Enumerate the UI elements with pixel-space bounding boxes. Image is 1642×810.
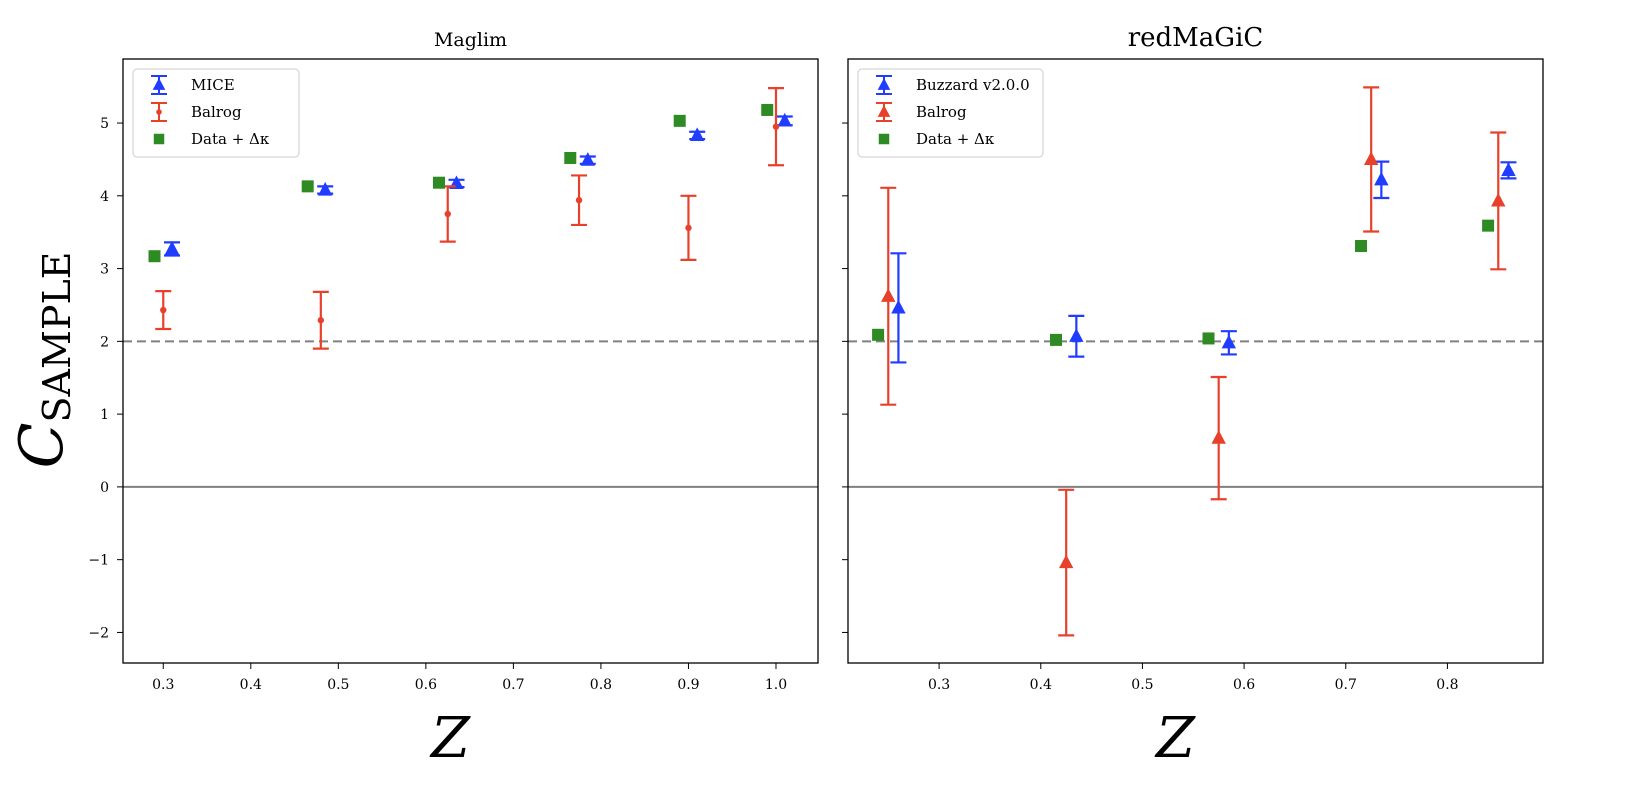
legend-marker <box>878 133 890 145</box>
data-point <box>432 176 445 189</box>
data-point <box>772 123 780 130</box>
y-tick-label: 1 <box>100 407 109 423</box>
data-point <box>872 328 885 341</box>
legend-box <box>132 68 300 158</box>
series-buzzard-v2-0-0 <box>890 160 1517 364</box>
x-axis-label: Z <box>1154 706 1196 771</box>
data-point <box>891 299 906 314</box>
data-point <box>317 181 333 196</box>
data-point <box>148 250 161 263</box>
legend-marker <box>877 105 891 117</box>
x-tick-label: 0.8 <box>1436 677 1458 693</box>
y-tick-label: 5 <box>100 116 109 132</box>
data-point <box>1363 151 1379 166</box>
x-tick-label: 0.3 <box>152 677 174 693</box>
x-axis-label: Z <box>429 706 471 771</box>
series-balrog <box>880 86 1507 637</box>
data-point <box>881 288 896 302</box>
x-tick-label: 0.5 <box>1131 677 1153 693</box>
x-tick-label: 0.7 <box>1335 677 1357 693</box>
data-point <box>580 152 595 166</box>
legend-marker <box>153 133 165 145</box>
x-tick-label: 0.4 <box>1030 677 1052 693</box>
legend-marker <box>156 109 162 115</box>
data-point <box>564 151 577 164</box>
panel-redmagic: redMaGiC Z 0.3 0.4 0.5 0.6 0.7 0.8 Buzzard v2.0.… <box>842 23 1544 771</box>
x-tick-label: 0.6 <box>415 677 437 693</box>
data-point <box>690 127 705 142</box>
data-point <box>1501 162 1516 176</box>
data-point <box>575 196 583 204</box>
panel-title: redMaGiC <box>1128 23 1264 53</box>
data-point <box>444 210 451 218</box>
series-data- <box>872 219 1495 346</box>
legend-marker <box>877 78 891 90</box>
legend: Buzzard v2.0.0 Balrog Data + Δκ <box>857 68 1044 158</box>
legend-box <box>857 68 1044 158</box>
y-axis-label-subscript: SAMPLE <box>35 252 79 423</box>
x-tick-label: 0.8 <box>590 677 612 693</box>
y-tick-label: 4 <box>100 189 109 205</box>
data-point <box>164 240 180 255</box>
series-balrog <box>155 87 784 350</box>
data-point <box>1482 219 1495 232</box>
legend-label: Balrog <box>191 103 242 121</box>
x-tick-label: 0.9 <box>677 677 699 693</box>
data-point <box>673 114 686 127</box>
x-tick-label: 0.4 <box>240 677 262 693</box>
legend-label: MICE <box>191 76 235 94</box>
axes-frame <box>847 58 1544 664</box>
data-point <box>1050 333 1063 346</box>
data-point <box>301 180 314 193</box>
y-tick-label: 0 <box>100 480 109 496</box>
x-tick-label: 1.0 <box>765 677 787 693</box>
data-point <box>160 306 167 314</box>
legend-label: Data + Δκ <box>191 130 270 148</box>
data-point <box>777 112 792 127</box>
x-tick-label: 0.6 <box>1233 677 1255 693</box>
data-point <box>317 317 325 324</box>
legend-label: Buzzard v2.0.0 <box>916 76 1030 94</box>
data-point <box>1069 328 1084 342</box>
axes-frame <box>122 58 819 664</box>
x-tick-label: 0.7 <box>502 677 524 693</box>
data-point <box>1374 171 1389 186</box>
x-tick-label: 0.5 <box>327 677 349 693</box>
data-point <box>685 224 692 232</box>
data-point <box>1355 240 1368 253</box>
y-tick-label: −1 <box>88 553 109 569</box>
legend-marker <box>152 78 166 90</box>
panel-title: Maglim <box>434 29 507 51</box>
series-mice <box>164 112 793 257</box>
y-tick-label: 2 <box>100 334 109 350</box>
data-point <box>1211 430 1226 444</box>
legend: MICE Balrog Data + Δκ <box>132 68 300 158</box>
data-point <box>1202 332 1215 345</box>
data-point <box>1221 334 1237 349</box>
panel-maglim: Maglim Z 0.3 0.4 0.5 0.6 0.7 0.8 0.9 1.0 −2 −1 0 1 2 3 4… <box>88 29 819 771</box>
y-tick-label: −2 <box>88 625 109 641</box>
y-tick-label: 3 <box>100 262 109 278</box>
legend-label: Balrog <box>916 103 967 121</box>
y-axis-label: CSAMPLE <box>7 252 79 469</box>
data-point <box>1491 192 1506 207</box>
data-point <box>1058 554 1074 569</box>
data-point <box>761 103 774 116</box>
x-tick-label: 0.3 <box>928 677 950 693</box>
series-data- <box>148 103 774 263</box>
legend-label: Data + Δκ <box>916 130 995 148</box>
